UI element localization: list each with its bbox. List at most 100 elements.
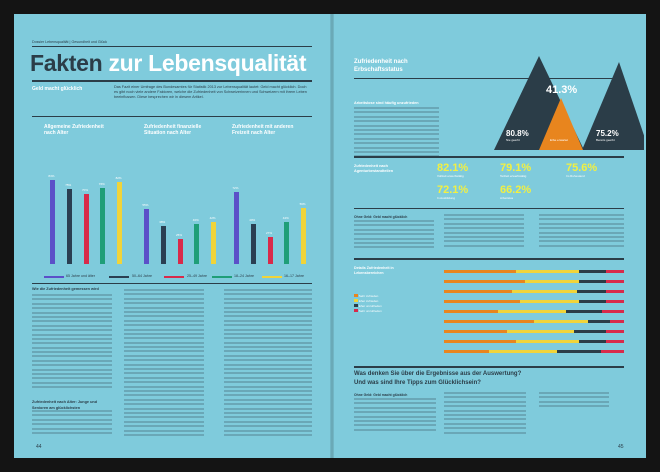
bar-3-3 (267, 237, 273, 264)
bar-label-3-5: 56% (299, 202, 306, 206)
page-number-left: 44 (36, 444, 42, 450)
question-heading: Was denken Sie über die Ergebnisse aus d… (354, 371, 522, 377)
hbar-4-2 (519, 300, 579, 304)
hbar-6-4 (609, 320, 624, 324)
bar-3-1 (233, 192, 239, 264)
bar-label-3-3: 27% (266, 231, 273, 235)
hbar-8-4 (606, 340, 624, 344)
right-title: Zufriedenheit nach Erbschaftsstatus (354, 59, 408, 73)
triangle-middle-value: 41.3% (546, 84, 578, 96)
hbar-2-2 (525, 280, 579, 284)
bar-2-1 (143, 209, 149, 264)
hbar-4-1 (444, 300, 520, 304)
page-number-right: 45 (618, 444, 624, 450)
page-title: Fakten zur Lebensqualität (30, 50, 307, 77)
bar-1-1 (49, 180, 55, 264)
hbar-7-3 (573, 330, 606, 334)
hbar-3-2 (512, 290, 578, 294)
bar-chart-general: 84% 75% 70% 76% 82% (44, 164, 128, 264)
stat-3: 75.6% Im Ruhestand (566, 162, 597, 178)
hbar-8-1 (444, 340, 516, 344)
bottom-heading: Ohne Geld: Geld macht glücklich (354, 393, 408, 397)
hbar-title: Details Zufriedenheit in Lebensbereichen (354, 266, 394, 275)
triangle-graphic (494, 56, 644, 150)
stat-1: 82.1% Vollzeit erwerbstätig (437, 162, 468, 178)
right-title-rule (354, 78, 624, 79)
hbar-7-1 (444, 330, 507, 334)
title-rule (32, 80, 312, 82)
hbar-2-3 (579, 280, 606, 284)
hbar-2-1 (444, 280, 525, 284)
hbar-1-3 (579, 270, 606, 274)
stat-5-label: Arbeitslos (500, 196, 514, 200)
body-col-3 (224, 289, 312, 438)
body-rule (32, 283, 312, 284)
stat-3-label: Im Ruhestand (566, 174, 585, 178)
stat-3-value: 75.6% (566, 162, 598, 174)
hbar-4-3 (579, 300, 606, 304)
bar-label-2-2: 38% (159, 220, 166, 224)
bar-label-2-3: 25% (176, 233, 183, 237)
bar-1-2 (66, 189, 72, 264)
hbar-2-4 (606, 280, 624, 284)
chart-title-3: Zufriedenheit mit anderen Freizeit nach … (232, 124, 294, 136)
bottom-col-3 (539, 392, 609, 410)
body-col-1b (32, 410, 112, 436)
stat-4-value: 72.1% (437, 184, 469, 196)
stat-2-label: Teilzeit erwerbstätig (500, 174, 527, 178)
hbar-7-2 (507, 330, 574, 334)
bar-3-5 (301, 208, 307, 264)
hbar-legend: Sehr zufrieden Eher zufrieden Eher unzuf… (354, 294, 382, 314)
right-subhead: Arbeitslose sind häufig unzufrieden (354, 101, 419, 105)
bar-label-1-5: 82% (115, 176, 122, 180)
mid-heading: Ohne Geld: Geld macht glücklich (354, 215, 408, 219)
legend-line-2 (109, 276, 129, 278)
question-heading-2: Und was sind Ihre Tipps zum Glücklichsei… (354, 380, 481, 386)
hbar-9-3 (557, 350, 601, 354)
triangle-middle (539, 98, 583, 150)
stat-1-value: 82.1% (437, 162, 469, 174)
mid-rule (354, 208, 624, 209)
legend-2: 50–64 Jahre (132, 274, 152, 278)
stat-4-label: In Ausbildung (437, 196, 456, 200)
legend-line-5 (262, 276, 282, 278)
hbar-3-4 (606, 290, 624, 294)
bar-label-1-4: 76% (98, 182, 105, 186)
gutter (330, 14, 334, 458)
stat-5-value: 66.2% (500, 184, 532, 196)
triangle-right (582, 62, 644, 150)
hbar-legend-2: Eher zufrieden (354, 299, 382, 304)
bar-2-5 (211, 222, 217, 264)
bar-1-3 (83, 194, 89, 264)
hbar-legend-1: Sehr zufrieden (354, 294, 382, 299)
magazine-spread: Dossier Lebensqualität | Gesundheit und … (14, 14, 646, 458)
hbar-3-1 (444, 290, 513, 294)
legend-line-3 (164, 276, 184, 278)
bar-chart-finance: 55% 38% 25% 40% 42% (138, 164, 222, 264)
left-subhead: Geld macht glücklich (32, 86, 83, 92)
bar-label-2-5: 42% (209, 216, 216, 220)
kicker-rule (32, 46, 312, 47)
bottom-col-1 (354, 398, 436, 433)
bar-label-3-2: 40% (249, 218, 256, 222)
hbar-5-3 (566, 310, 603, 314)
section-rule (32, 116, 312, 117)
hbar-1-2 (516, 270, 579, 274)
question-rule (354, 366, 624, 368)
hbar-9-4 (600, 350, 624, 354)
bar-1-5 (117, 182, 123, 264)
title-part1: Fakten (30, 50, 103, 76)
intro-text: Das Fazit einer Umfrage des Bundesamtes … (114, 85, 307, 99)
hbar-3-3 (577, 290, 606, 294)
hbar-9-1 (444, 350, 489, 354)
bar-3-2 (250, 224, 256, 264)
mid-col-1 (354, 220, 434, 251)
body-heading-2: Zufriedenheit nach Alter: Junge und Seni… (32, 400, 98, 410)
stat-4: 72.1% In Ausbildung (437, 184, 468, 200)
bar-label-1-1: 84% (48, 174, 55, 178)
legend-line-1 (44, 276, 64, 278)
bar-chart-leisure: 72% 40% 27% 42% 56% (228, 164, 312, 264)
title-part2: zur Lebensqualität (108, 50, 307, 76)
mid-col-2 (444, 214, 524, 249)
bar-3-4 (284, 222, 290, 264)
